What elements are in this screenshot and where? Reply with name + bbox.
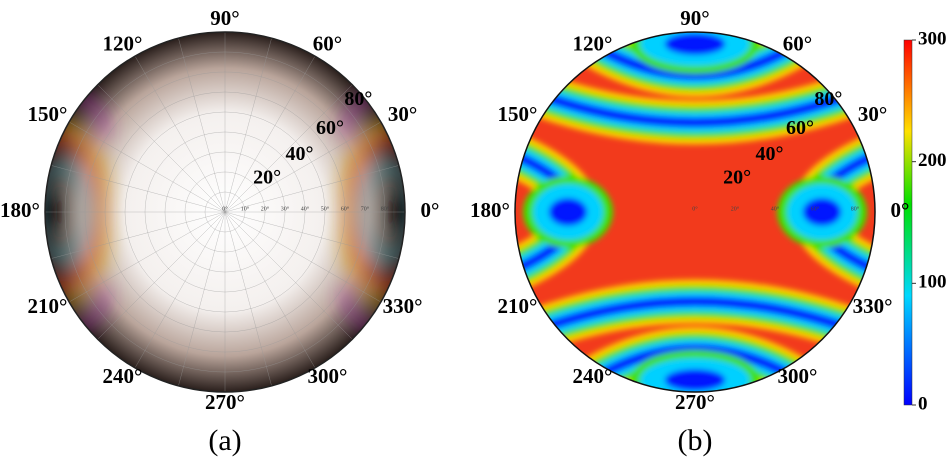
radial-label: 80° xyxy=(344,88,372,110)
axis-label: 0° xyxy=(222,205,228,212)
panel-label: (a) xyxy=(208,424,241,457)
azimuth-label: 210° xyxy=(498,294,538,318)
axis-label: 60° xyxy=(811,205,820,212)
azimuth-label: 0° xyxy=(891,198,910,222)
azimuth-label: 300° xyxy=(778,364,818,388)
azimuth-label: 120° xyxy=(103,32,143,56)
colorbar: 0 100 200 300 xyxy=(904,28,947,414)
axis-label: 40° xyxy=(771,205,780,212)
azimuth-label: 270° xyxy=(675,390,715,414)
colorbar-tick-label: 200 xyxy=(918,150,947,171)
azimuth-label: 210° xyxy=(28,294,68,318)
axis-label: 10° xyxy=(241,205,250,212)
azimuth-label: 30° xyxy=(858,102,887,126)
azimuth-label: 150° xyxy=(498,102,538,126)
axis-label: 60° xyxy=(341,205,350,212)
azimuth-label: 330° xyxy=(853,294,893,318)
axis-label: 80° xyxy=(851,205,860,212)
figure: 0 100 200 300 0° 30° 60° 90° 120° 150° 180° 210° 24… xyxy=(0,0,948,466)
azimuth-label: 180° xyxy=(0,198,40,222)
colorbar-tick-label: 100 xyxy=(918,272,947,293)
band-core xyxy=(665,369,726,391)
band-core xyxy=(803,198,842,226)
axis-label: 40° xyxy=(301,205,310,212)
axis-label: 70° xyxy=(361,205,370,212)
azimuth-label: 330° xyxy=(383,294,423,318)
azimuth-label: 60° xyxy=(313,32,342,56)
azimuth-label: 0° xyxy=(421,198,440,222)
azimuth-label: 60° xyxy=(783,32,812,56)
azimuth-label: 120° xyxy=(573,32,613,56)
azimuth-label: 180° xyxy=(470,198,510,222)
azimuth-label: 90° xyxy=(680,6,709,30)
axis-label: 20° xyxy=(261,205,270,212)
azimuth-label: 240° xyxy=(573,364,613,388)
axis-label: 20° xyxy=(731,205,740,212)
axis-label: 30° xyxy=(281,205,290,212)
radial-label: 20° xyxy=(723,167,751,189)
band-core xyxy=(665,33,726,55)
colorbar-tick-label: 300 xyxy=(918,28,947,49)
axis-label: 50° xyxy=(321,205,330,212)
azimuth-label: 270° xyxy=(205,390,245,414)
axis-label: 80° xyxy=(381,205,390,212)
colorbar-scale xyxy=(904,40,912,405)
radial-label: 80° xyxy=(814,88,842,110)
azimuth-label: 240° xyxy=(103,364,143,388)
azimuth-label: 30° xyxy=(388,102,417,126)
radial-label: 40° xyxy=(285,143,313,165)
panel-label: (b) xyxy=(678,424,713,457)
axis-label: 0° xyxy=(692,205,698,212)
colorbar-tick-label: 0 xyxy=(918,393,928,414)
azimuth-label: 300° xyxy=(308,364,348,388)
band-core xyxy=(549,198,588,226)
radial-label: 60° xyxy=(786,117,814,139)
radial-label: 20° xyxy=(253,167,281,189)
radial-label: 40° xyxy=(755,143,783,165)
azimuth-label: 90° xyxy=(210,6,239,30)
radial-label: 60° xyxy=(316,117,344,139)
azimuth-label: 150° xyxy=(28,102,68,126)
